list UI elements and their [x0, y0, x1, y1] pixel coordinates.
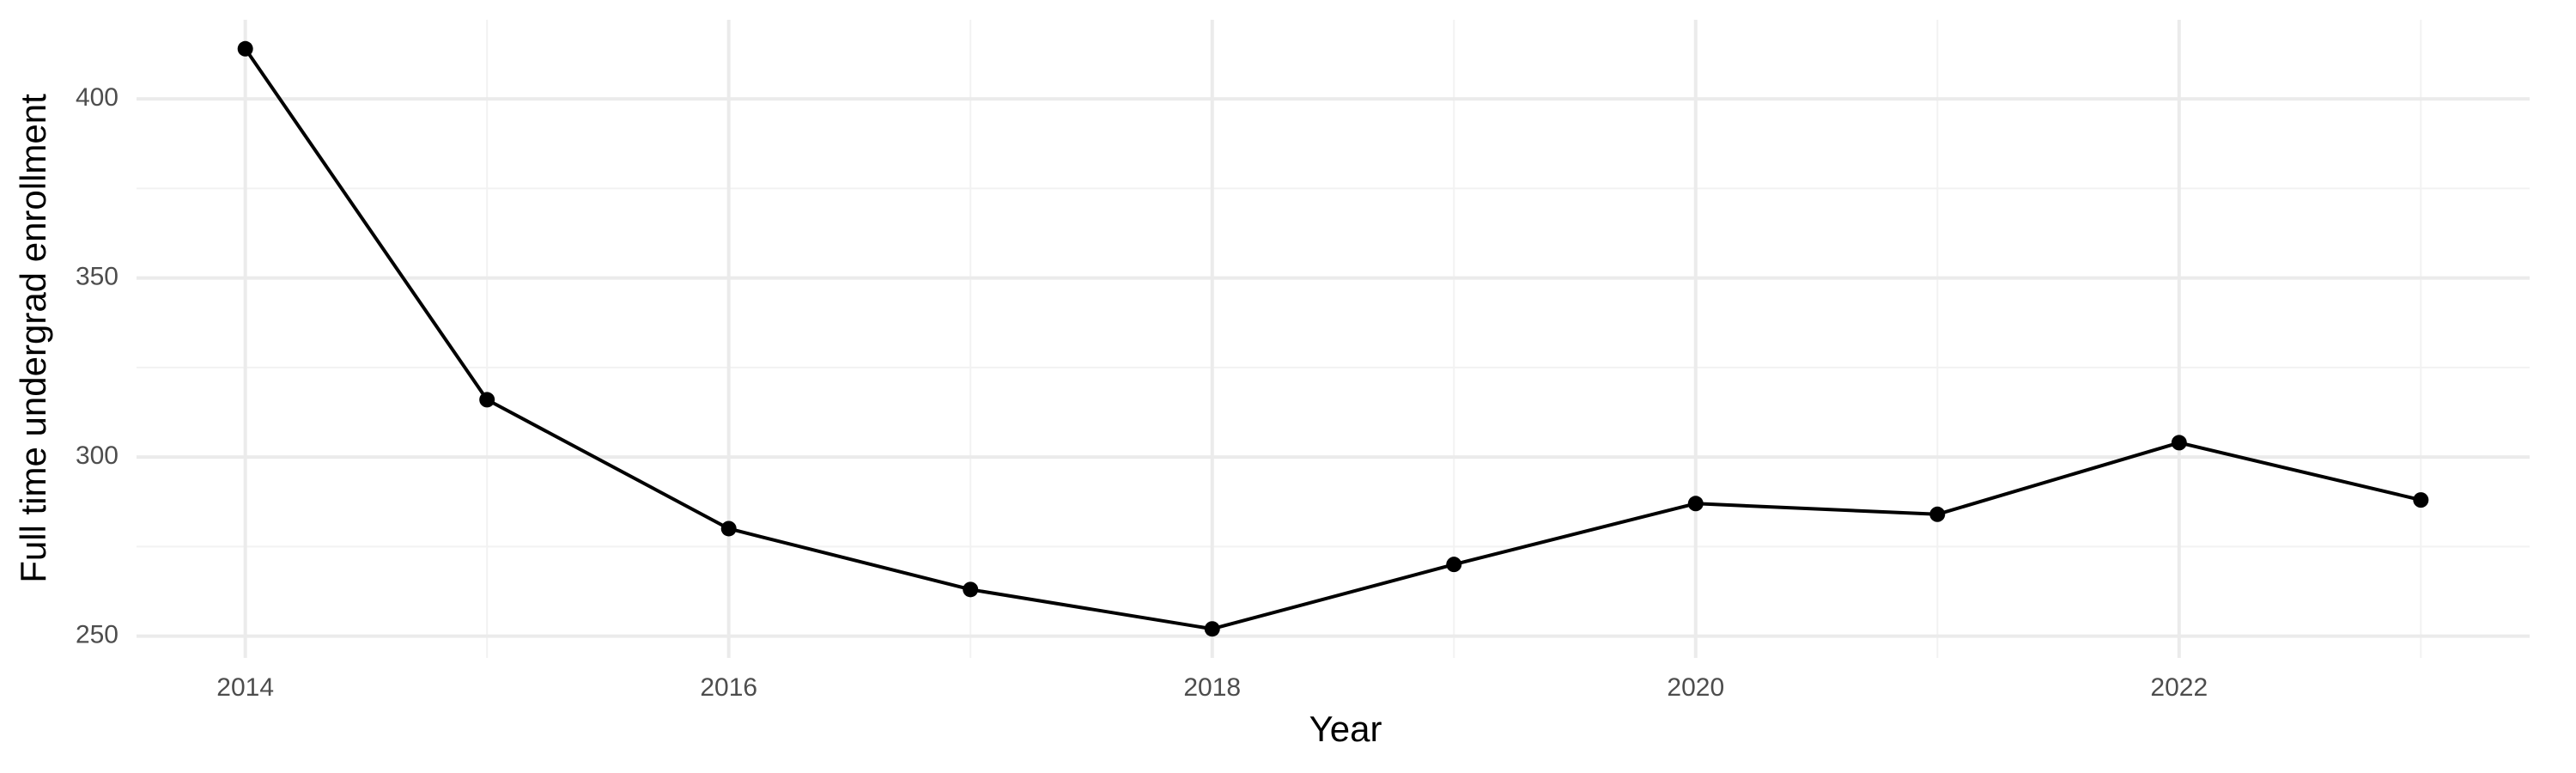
data-point	[1929, 506, 1946, 522]
y-tick-label: 350	[76, 263, 118, 291]
y-axis-title: Full time undergrad enrollment	[13, 94, 53, 583]
data-line	[244, 47, 2421, 631]
data-point	[2171, 435, 2187, 451]
x-tick-label: 2018	[1183, 673, 1241, 702]
data-point	[720, 520, 737, 537]
y-tick-label: 250	[76, 620, 118, 648]
x-tick-label: 2022	[2150, 673, 2208, 702]
data-point	[479, 392, 495, 408]
y-tick-label: 400	[76, 83, 118, 112]
x-axis-title: Year	[1309, 709, 1382, 749]
x-tick-label: 2014	[216, 673, 274, 702]
data-point	[2413, 492, 2429, 508]
data-point	[237, 40, 253, 57]
y-tick-label: 300	[76, 441, 118, 470]
x-tick-label: 2020	[1667, 673, 1724, 702]
x-tick-label: 2016	[700, 673, 757, 702]
data-point	[963, 581, 979, 598]
data-point	[1446, 557, 1462, 573]
data-point	[1687, 496, 1704, 512]
data-point	[1204, 621, 1220, 637]
